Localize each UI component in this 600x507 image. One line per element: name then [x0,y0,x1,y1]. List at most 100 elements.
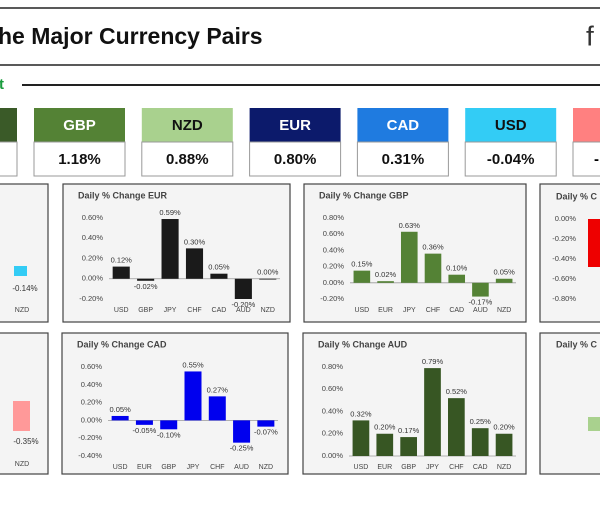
value-label: 0.00% [257,268,279,277]
x-tick-label: CHF [426,307,440,314]
x-tick-label: NZD [15,307,29,314]
tile-header [249,108,341,142]
y-tick-label: 0.20% [82,253,104,262]
tile-header [34,108,125,142]
x-tick-label: USD [354,307,369,314]
tile-body [33,141,126,177]
y-tick-label: 0.20% [322,429,344,438]
value-label: 0.79% [422,357,444,366]
tile-change: 0.88% [166,151,209,168]
value-label: -0.10% [157,430,181,439]
y-tick-label: -0.80% [552,294,576,303]
value-label: -0.02% [134,282,158,291]
y-tick-label: 0.80% [323,213,345,222]
tile-header [465,108,557,142]
y-tick-label: 0.00% [322,451,344,460]
value-label: 0.15% [351,260,373,269]
bar [13,401,30,431]
x-tick-label: GBP [138,307,153,314]
value-label: 0.63% [399,221,421,230]
subtitle: t [0,76,4,93]
bar [400,231,418,283]
chart-title: Daily % Change AUD [318,339,408,349]
value-label: 0.27% [207,385,229,394]
bar [448,274,466,283]
x-tick-label: USD [114,307,129,314]
tile-change: 0.31% [382,151,425,168]
x-tick-label: AUD [234,464,249,471]
y-tick-label: 0.80% [322,362,344,371]
x-tick-label: CAD [212,307,227,314]
tile-change: 1.18% [58,151,101,168]
x-tick-label: CHF [449,464,463,471]
value-label: 0.52% [446,387,468,396]
value-label: -0.20% [231,300,255,309]
value-label: 0.55% [182,360,204,369]
value-label: 0.17% [398,426,420,435]
y-tick-label: 0.00% [323,278,345,287]
x-tick-label: EUR [377,464,392,471]
y-tick-label: 0.60% [322,384,344,393]
tile-currency: GBP [63,117,96,134]
tile-body [0,141,18,177]
bar [448,398,465,456]
y-tick-label: -0.20% [552,234,576,243]
value-label: 0.20% [374,423,396,432]
x-tick-label: JPY [403,307,416,314]
value-label: 0.32% [350,409,372,418]
value-label: -0.05% [133,426,157,435]
x-tick-label: GBP [161,464,176,471]
x-tick-label: AUD [473,307,488,314]
chart-panel [0,183,49,323]
chart-panel [61,332,289,475]
value-label: 0.25% [470,417,492,426]
bar [233,420,251,443]
tile-currency: EUR [279,117,311,134]
value-label: 0.20% [493,423,515,432]
tile-body [141,141,234,177]
value-label: 0.30% [184,237,206,246]
bar [471,428,489,456]
bar [424,253,442,283]
bar [184,371,202,421]
bar [588,219,600,267]
bar [137,278,155,281]
x-tick-label: USD [354,464,369,471]
bar [112,266,130,279]
tile-body [356,141,449,177]
y-tick-label: -0.40% [552,254,576,263]
x-tick-label: JPY [164,307,177,314]
x-tick-label: CHF [187,307,201,314]
value-label: -0.25% [230,444,254,453]
y-tick-label: 0.60% [82,213,104,222]
bar [111,415,129,421]
logo: f [586,20,594,51]
value-label: 0.02% [375,270,397,279]
bar [259,278,277,280]
value-label: 0.36% [422,243,444,252]
bar [208,396,226,421]
value-label: -0.14% [12,284,37,293]
x-tick-label: NZD [497,307,511,314]
tile-header [141,108,233,142]
y-tick-label: 0.40% [82,233,104,242]
x-tick-label: NZD [15,461,29,468]
x-tick-label: NZD [497,464,511,471]
y-tick-label: 0.00% [82,274,104,283]
y-tick-label: -0.40% [78,451,102,460]
bar [161,219,179,279]
x-tick-label: JPY [426,464,439,471]
chart-title: Daily % Change CAD [77,339,167,349]
x-tick-label: GBP [401,464,416,471]
tile-currency: CAD [387,117,420,134]
y-tick-label: 0.60% [323,229,345,238]
value-label: 0.05% [494,268,516,277]
bar [352,420,370,456]
x-tick-label: CHF [210,464,224,471]
value-label: 0.05% [208,263,230,272]
chart-title: Daily % Change GBP [319,190,409,200]
x-tick-label: EUR [137,464,152,471]
chart-title: Daily % C [556,339,598,349]
tile-body [464,141,557,177]
